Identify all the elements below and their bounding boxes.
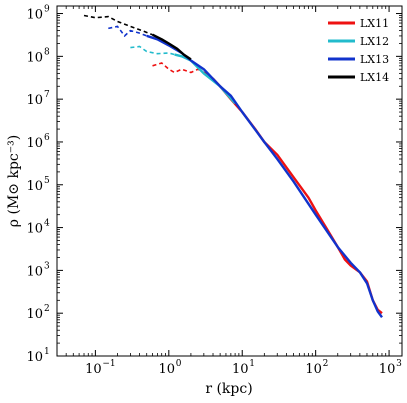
y-tick-label: 10 bbox=[26, 93, 43, 108]
series-lx12-line bbox=[174, 53, 236, 105]
series-lx13-dashed-line bbox=[108, 25, 147, 38]
x-tick-exponent: −1 bbox=[102, 359, 115, 369]
y-axis-label: ρ (M⊙ kpc⁻³) bbox=[6, 135, 22, 227]
x-tick-exponent: 3 bbox=[396, 359, 402, 369]
legend-label: LX13 bbox=[360, 53, 389, 66]
series-lx14-dashed-line bbox=[83, 14, 153, 36]
x-tick-label: 10 bbox=[379, 362, 396, 377]
y-tick-exponent: 9 bbox=[44, 5, 50, 15]
x-tick-exponent: 1 bbox=[249, 359, 255, 369]
series-lx11-dashed-line bbox=[152, 62, 205, 74]
y-tick-exponent: 4 bbox=[44, 219, 50, 229]
y-tick-label: 10 bbox=[26, 350, 43, 365]
x-tick-label: 10 bbox=[159, 362, 176, 377]
y-tick-exponent: 3 bbox=[44, 261, 50, 271]
x-tick-label: 10 bbox=[232, 362, 249, 377]
series-lx11-line bbox=[203, 71, 383, 315]
series-lx14-line bbox=[151, 33, 192, 61]
y-tick-label: 10 bbox=[26, 264, 43, 279]
x-tick-label: 10 bbox=[305, 362, 322, 377]
series-layer bbox=[83, 14, 383, 319]
x-axis-label: r (kpc) bbox=[205, 381, 252, 397]
y-tick-label: 10 bbox=[26, 8, 43, 23]
x-tick-label: 10 bbox=[85, 362, 102, 377]
y-tick-exponent: 1 bbox=[44, 347, 50, 357]
legend: LX11 LX12 LX13 LX14 bbox=[328, 17, 389, 84]
legend-label: LX14 bbox=[360, 71, 389, 84]
legend-label: LX11 bbox=[360, 17, 389, 30]
legend-label: LX12 bbox=[360, 35, 389, 48]
y-tick-exponent: 2 bbox=[44, 304, 50, 314]
y-tick-exponent: 8 bbox=[44, 47, 50, 57]
ticks-layer: 10 −1 10 0 10 1 10 2 10 310 110 210 310 410 510 610 710 8… bbox=[26, 5, 402, 377]
y-tick-label: 10 bbox=[26, 307, 43, 322]
y-tick-exponent: 5 bbox=[44, 176, 50, 186]
plot-frame bbox=[56, 5, 403, 357]
y-tick-label: 10 bbox=[26, 136, 43, 151]
series-lx12-dashed-line bbox=[130, 45, 175, 56]
y-tick-exponent: 6 bbox=[44, 133, 50, 143]
y-tick-exponent: 7 bbox=[44, 90, 50, 100]
y-tick-label: 10 bbox=[26, 50, 43, 65]
y-tick-label: 10 bbox=[26, 222, 43, 237]
x-tick-exponent: 2 bbox=[323, 359, 329, 369]
x-tick-exponent: 0 bbox=[176, 359, 182, 369]
y-tick-label: 10 bbox=[26, 179, 43, 194]
